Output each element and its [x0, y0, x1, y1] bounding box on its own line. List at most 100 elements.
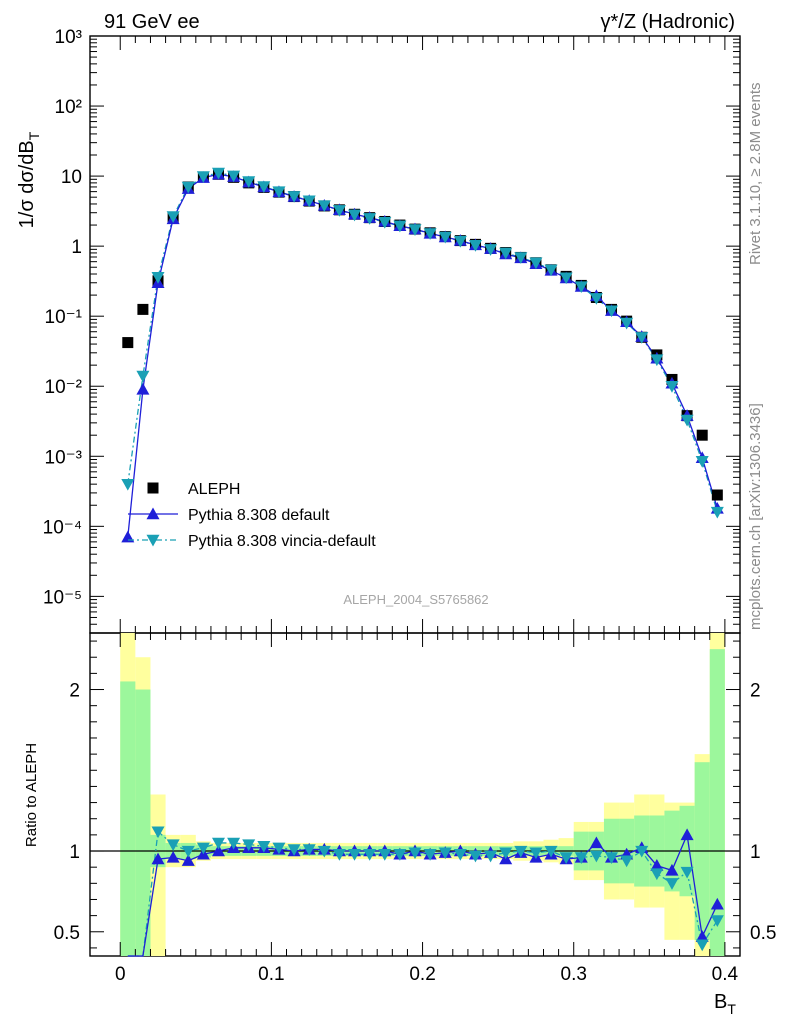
- main-y-tick-label: 10⁻³: [45, 447, 83, 468]
- ratio-y-axis-label: Ratio to ALEPH: [23, 743, 40, 847]
- ratio-plot-panel: 0 0.1 0.2 0.3 0.4 0.5 0.5 1 1 2 2 Ratio to ALEPH B…: [23, 632, 776, 1017]
- main-y-tick-label: 10²: [55, 97, 82, 118]
- ratio-inner-band: [709, 649, 725, 956]
- main-data-point: [529, 257, 543, 270]
- ratio-data-point: [196, 842, 210, 855]
- ratio-y-tick-label: 1: [69, 842, 80, 863]
- ratio-y-tick-label-right: 1: [750, 842, 761, 863]
- ratio-data-point: [665, 863, 679, 876]
- main-data-point: [137, 303, 149, 315]
- header: 91 GeV ee γ*/Z (Hadronic): [104, 11, 735, 33]
- ratio-outer-band: [150, 794, 166, 956]
- ratio-data-point: [484, 850, 498, 863]
- ratio-data-point: [650, 859, 664, 871]
- main-data-point: [242, 176, 256, 188]
- main-data-point: [635, 332, 649, 344]
- ratio-data-point: [348, 849, 362, 861]
- main-data-point: [514, 252, 528, 264]
- legend-marker: [147, 482, 159, 494]
- main-data-point: [650, 354, 664, 367]
- main-data-point: [196, 171, 210, 183]
- legend-label: Pythia 8.308 default: [188, 507, 330, 524]
- main-data-point: [665, 381, 679, 393]
- ratio-x-tick-label: 0.3: [561, 964, 587, 985]
- ratio-data-point: [211, 844, 225, 857]
- ratio-data-point: [589, 836, 603, 849]
- ratio-data-point: [589, 850, 603, 863]
- main-data-point: [393, 220, 407, 233]
- main-data-point: [695, 456, 709, 468]
- legend-marker: [146, 507, 160, 520]
- main-data-point: [438, 231, 452, 244]
- ratio-data-point: [529, 847, 543, 860]
- ratio-inner-band: [120, 681, 136, 956]
- main-y-tick-label: 10³: [55, 27, 82, 48]
- main-data-point: [711, 489, 723, 501]
- main-data-point: [287, 191, 301, 203]
- ratio-data-point: [499, 847, 513, 860]
- main-data-point: [710, 506, 724, 519]
- ratio-axes: 0 0.1 0.2 0.3 0.4 0.5 0.5 1 1 2 2: [54, 633, 776, 985]
- ratio-inner-band: [135, 689, 151, 956]
- ratio-data-point: [393, 849, 407, 861]
- ratio-data-point: [665, 878, 679, 890]
- main-data-point: [620, 317, 634, 330]
- ratio-data-point: [287, 844, 301, 856]
- ratio-data-point: [514, 845, 528, 858]
- ratio-uncertainty-bands: [90, 633, 740, 956]
- ratio-data-marks: [127, 826, 724, 957]
- main-data-point: [408, 224, 422, 236]
- ratio-data-point: [650, 868, 664, 881]
- ratio-data-point: [695, 930, 709, 942]
- ratio-data-point: [605, 852, 619, 864]
- ratio-x-tick-label: 0.4: [712, 964, 739, 985]
- ratio-data-point: [211, 837, 225, 850]
- main-series-line: [127, 172, 718, 513]
- main-y-tick-label: 1: [71, 237, 82, 258]
- ratio-data-point: [181, 854, 195, 866]
- legend-marker: [146, 534, 160, 547]
- main-data-point: [378, 216, 392, 229]
- ratio-data-point: [710, 897, 724, 910]
- legend: ALEPH Pythia 8.308 default Pythia 8.308 vi…: [128, 481, 376, 550]
- main-data-point: [317, 200, 331, 213]
- ratio-x-tick-label: 0: [115, 964, 126, 985]
- main-data-point: [136, 382, 150, 395]
- ratio-data-point: [302, 844, 316, 856]
- main-y-tick-label: 10⁻⁵: [43, 587, 82, 608]
- main-data-point: [423, 228, 437, 240]
- ratio-data-point: [227, 837, 241, 850]
- main-y-axis: 10⁻⁵ 10⁻⁴ 10⁻³ 10⁻² 10⁻¹ 1 10 10² 10³: [43, 27, 740, 634]
- main-data-point: [272, 186, 286, 199]
- main-data-point: [605, 305, 619, 318]
- ratio-data-point: [242, 839, 256, 852]
- main-data-point: [257, 181, 271, 194]
- main-data-point: [453, 235, 467, 248]
- ratio-data-point: [468, 850, 482, 863]
- main-data-point: [680, 414, 694, 427]
- main-series-line: [127, 173, 718, 538]
- ratio-data-point: [151, 826, 165, 839]
- main-data-point: [302, 195, 316, 208]
- ratio-plot-frame: [89, 632, 741, 957]
- main-data-point: [166, 211, 180, 223]
- ratio-data-point: [710, 915, 724, 927]
- analysis-tag: ALEPH_2004_S5765862: [343, 592, 488, 607]
- main-data-point: [181, 181, 195, 194]
- ratio-data-point: [408, 847, 422, 860]
- main-data-point: [484, 244, 498, 256]
- header-left: 91 GeV ee: [104, 11, 200, 33]
- ratio-y-tick-label: 0.5: [54, 923, 80, 944]
- main-data-point: [211, 167, 225, 180]
- ratio-data-point: [544, 845, 558, 858]
- ratio-data-point: [363, 849, 377, 861]
- ratio-data-point: [453, 849, 467, 861]
- ratio-data-point: [423, 849, 437, 861]
- ratio-data-point: [166, 850, 180, 863]
- ratio-series-line: [127, 830, 718, 957]
- ratio-y-tick-label-right: 2: [750, 681, 761, 702]
- ratio-data-point: [332, 849, 346, 861]
- main-data-point: [122, 337, 134, 349]
- main-data-point: [499, 247, 513, 260]
- main-y-tick-label: 10: [61, 167, 82, 188]
